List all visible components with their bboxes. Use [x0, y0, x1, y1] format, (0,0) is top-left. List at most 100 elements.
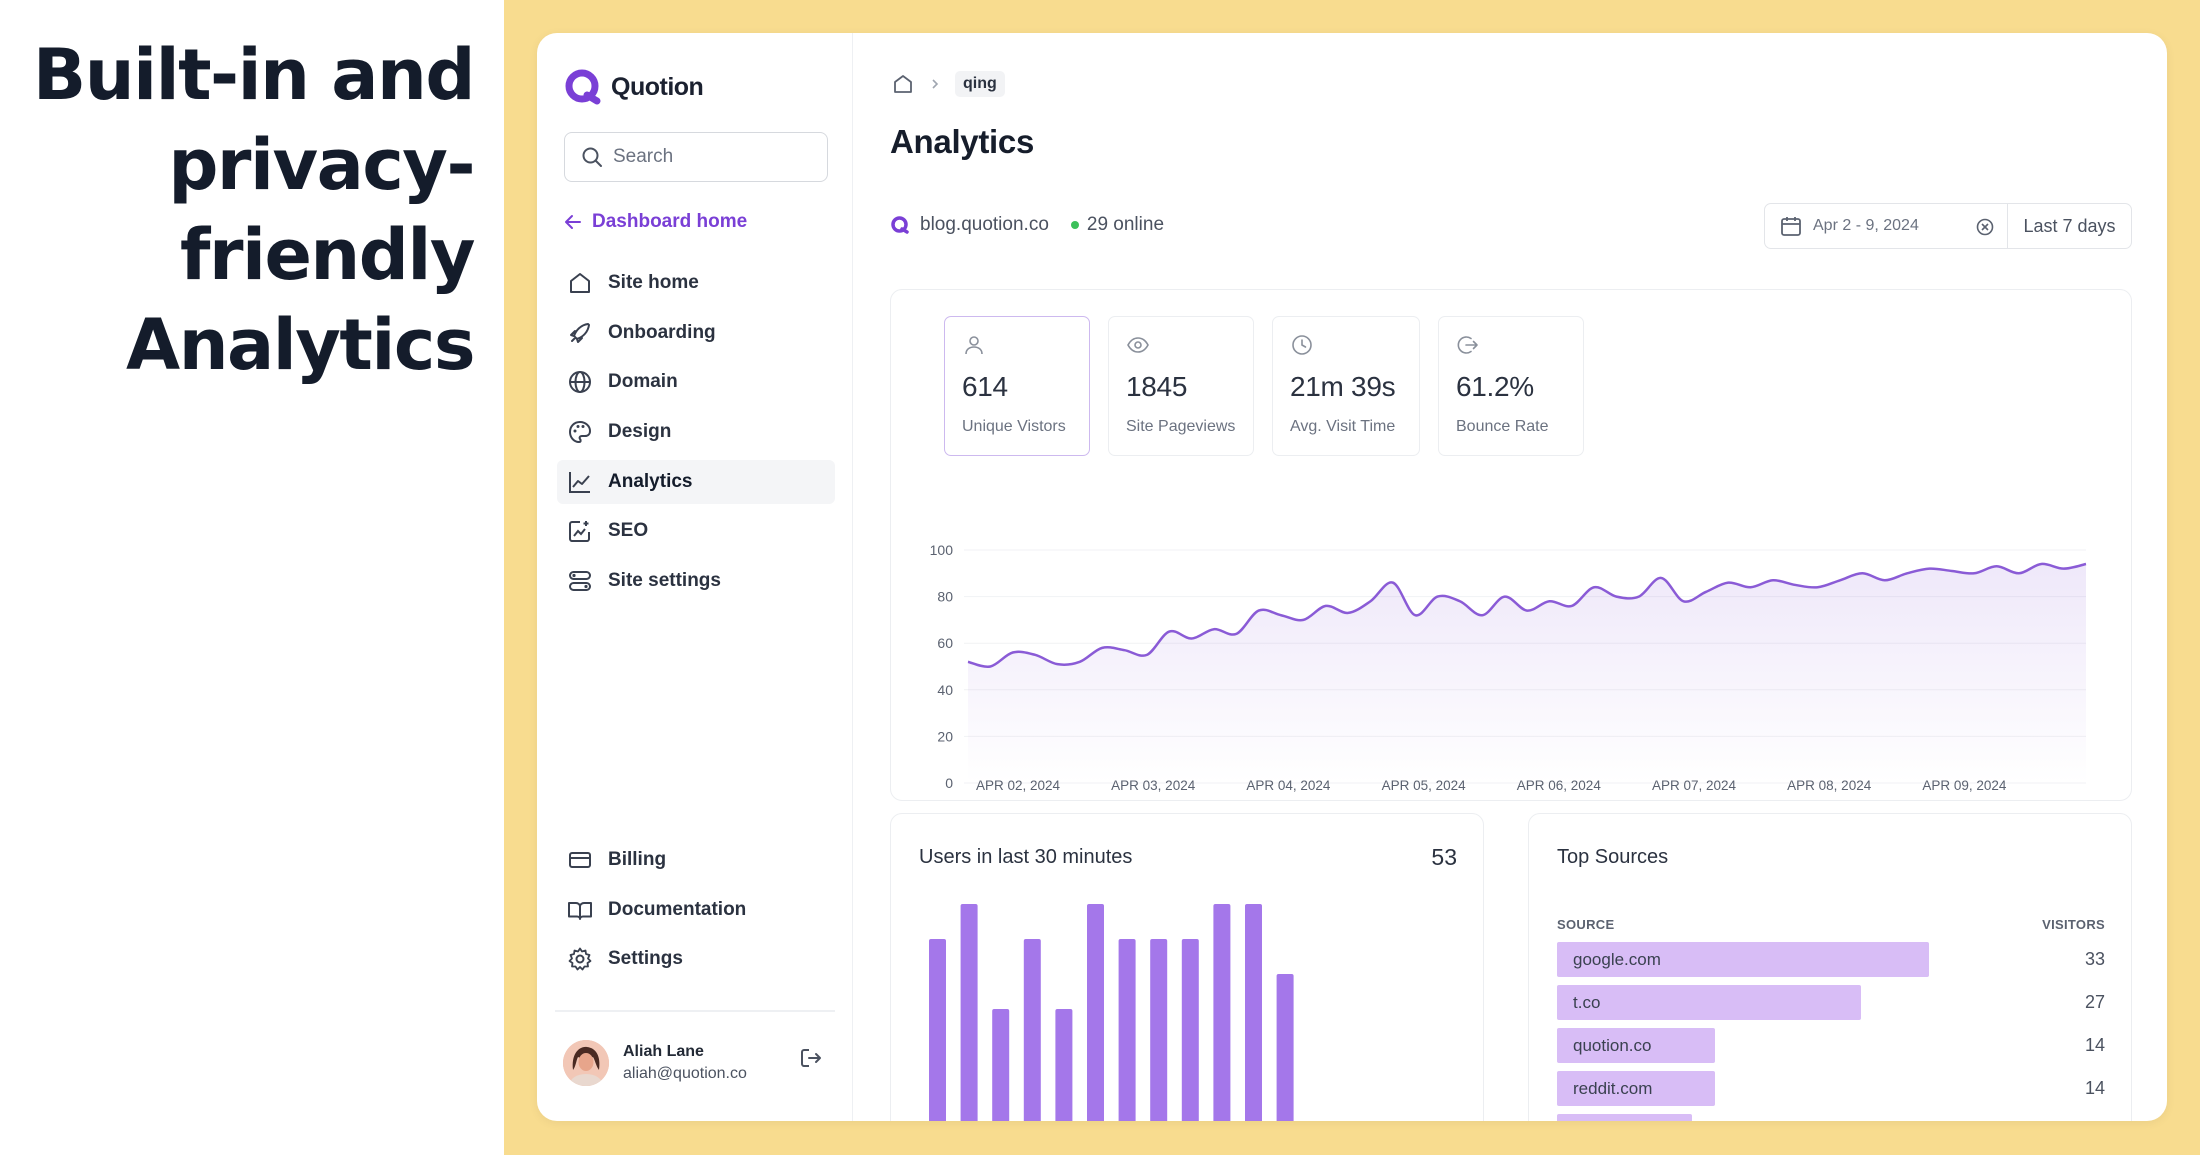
source-row[interactable]: quotion.co 14: [1557, 1028, 2105, 1063]
stat-unique-visitors[interactable]: 614 Unique Vistors: [944, 316, 1090, 456]
sidebar-item-design[interactable]: Design: [557, 410, 835, 454]
eye-icon: [1127, 337, 1149, 353]
sidebar-divider: [555, 1010, 835, 1012]
visitors-column-header: VISITORS: [2042, 917, 2105, 932]
source-row[interactable]: facebook.com12: [1557, 1114, 2105, 1121]
stat-site-pageviews[interactable]: 1845 Site Pageviews: [1108, 316, 1254, 456]
sidebar-item-seo[interactable]: SEO: [557, 509, 835, 553]
logout-button[interactable]: [799, 1046, 823, 1075]
stat-avg-visit-time[interactable]: 21m 39s Avg. Visit Time: [1272, 316, 1420, 456]
sidebar-item-label: Settings: [608, 948, 683, 970]
sidebar-item-label: SEO: [608, 520, 649, 542]
sidebar-item-analytics[interactable]: Analytics: [557, 459, 835, 504]
logo[interactable]: Quotion: [563, 67, 704, 107]
user-name: Aliah Lane: [623, 1043, 704, 1060]
source-bar: [1557, 1071, 1715, 1106]
user-profile[interactable]: Aliah Lane aliah@quotion.co: [563, 1036, 833, 1090]
source-visitors: 14: [2084, 1035, 2105, 1055]
sidebar-item-label: Documentation: [608, 898, 747, 920]
sidebar-item-onboarding[interactable]: Onboarding: [557, 311, 835, 355]
users-bar: [1276, 974, 1294, 1121]
seo-icon: [567, 518, 593, 544]
source-name: reddit.com: [1573, 1079, 1653, 1098]
dashboard-home-link[interactable]: Dashboard home: [564, 211, 747, 233]
date-range-value: Apr 2 - 9, 2024: [1813, 217, 1919, 234]
users-bar: [1118, 939, 1136, 1121]
stat-value: 1845: [1126, 371, 1188, 402]
source-bar: [1557, 1028, 1715, 1063]
stats-row: 614 Unique Vistors 1845 Site Pageviews 2…: [944, 316, 1584, 456]
stat-value: 614: [962, 371, 1008, 402]
stat-label: Unique Vistors: [962, 418, 1066, 435]
home-icon: [567, 270, 593, 296]
avatar: [563, 1040, 609, 1086]
stat-bounce-rate[interactable]: 61.2% Bounce Rate: [1438, 316, 1584, 456]
clear-date-icon[interactable]: [1975, 217, 1995, 237]
stat-value: 21m 39s: [1290, 371, 1396, 402]
y-tick-label: 100: [930, 542, 954, 558]
sources-card-title: Top Sources: [1557, 846, 1669, 868]
sidebar-nav-bottom: Billing Documentation Settings: [557, 838, 835, 987]
users-card-title: Users in last 30 minutes: [919, 846, 1133, 868]
sidebar-item-site-home[interactable]: Site home: [557, 261, 835, 305]
user-email: aliah@quotion.co: [623, 1065, 747, 1082]
search-icon: [582, 147, 602, 167]
stat-value: 61.2%: [1456, 371, 1534, 402]
date-range-picker[interactable]: Apr 2 - 9, 2024 Last 7 days: [1764, 203, 2132, 249]
calendar-icon: [1781, 217, 1801, 236]
sidebar-item-label: Domain: [608, 371, 678, 393]
source-bar: [1557, 942, 1929, 977]
visitors-line: [967, 562, 2087, 669]
sidebar-item-label: Site home: [608, 272, 699, 293]
sidebar-item-site-settings[interactable]: Site settings: [557, 559, 835, 603]
analytics-card: 614 Unique Vistors 1845 Site Pageviews 2…: [890, 289, 2132, 801]
stat-label: Site Pageviews: [1126, 418, 1236, 435]
exit-icon: [1457, 336, 1478, 354]
breadcrumb: qing: [891, 71, 1005, 97]
source-column-header: SOURCE: [1557, 917, 1615, 932]
source-name: quotion.co: [1573, 1036, 1652, 1055]
online-count: 29 online: [1086, 214, 1165, 235]
users-bar: [1150, 939, 1168, 1121]
toggles-icon: [567, 568, 593, 594]
sidebar-item-label: Onboarding: [608, 321, 716, 343]
source-bar: [1557, 985, 1862, 1020]
main-content: qing Analytics blog.quotion.co 29 online…: [853, 33, 2167, 1121]
palette-icon: [567, 419, 593, 445]
source-name: t.co: [1573, 993, 1601, 1012]
source-row[interactable]: t.co 27: [1557, 985, 2105, 1020]
y-tick-label: 80: [937, 589, 953, 605]
area-fill: [968, 563, 2086, 783]
sidebar-nav: Site home Onboarding Domain Design Analy…: [557, 261, 835, 609]
users-bar: [1181, 939, 1199, 1121]
breadcrumb-current[interactable]: qing: [955, 71, 1005, 97]
headline: Built-in and privacy- friendly Analytics: [4, 30, 476, 390]
user-info: Aliah Lane aliah@quotion.co: [623, 1043, 747, 1083]
app-window: Quotion Search Dashboard home Site home …: [537, 33, 2167, 1121]
clock-icon: [1292, 335, 1312, 355]
y-tick-label: 60: [937, 635, 953, 651]
stat-label: Avg. Visit Time: [1290, 418, 1396, 435]
sidebar-item-documentation[interactable]: Documentation: [557, 888, 835, 932]
online-indicator: 29 online: [1070, 214, 1165, 236]
search-placeholder: Search: [613, 146, 674, 167]
sidebar-item-settings[interactable]: Settings: [557, 937, 835, 981]
users-bar: [960, 904, 978, 1121]
date-range-field[interactable]: Apr 2 - 9, 2024: [1765, 204, 2007, 248]
sidebar-item-label: Site settings: [608, 570, 721, 592]
online-dot: [1070, 221, 1079, 229]
logout-icon: [801, 1049, 821, 1067]
sidebar-item-domain[interactable]: Domain: [557, 360, 835, 404]
chart-line-icon: [567, 469, 593, 495]
search-input[interactable]: Search: [564, 132, 828, 182]
source-row[interactable]: reddit.com 14: [1557, 1071, 2105, 1106]
date-preset-select[interactable]: Last 7 days: [2007, 204, 2131, 248]
sidebar-item-billing[interactable]: Billing: [557, 838, 835, 882]
users-bar: [1245, 904, 1262, 1121]
site-domain[interactable]: blog.quotion.co: [920, 214, 1049, 235]
source-name: google.com: [1573, 950, 1661, 969]
sidebar-item-label: Billing: [608, 849, 667, 870]
chevron-right-icon: [932, 79, 939, 89]
source-row[interactable]: google.com 33: [1557, 942, 2105, 977]
home-icon[interactable]: [891, 72, 915, 96]
